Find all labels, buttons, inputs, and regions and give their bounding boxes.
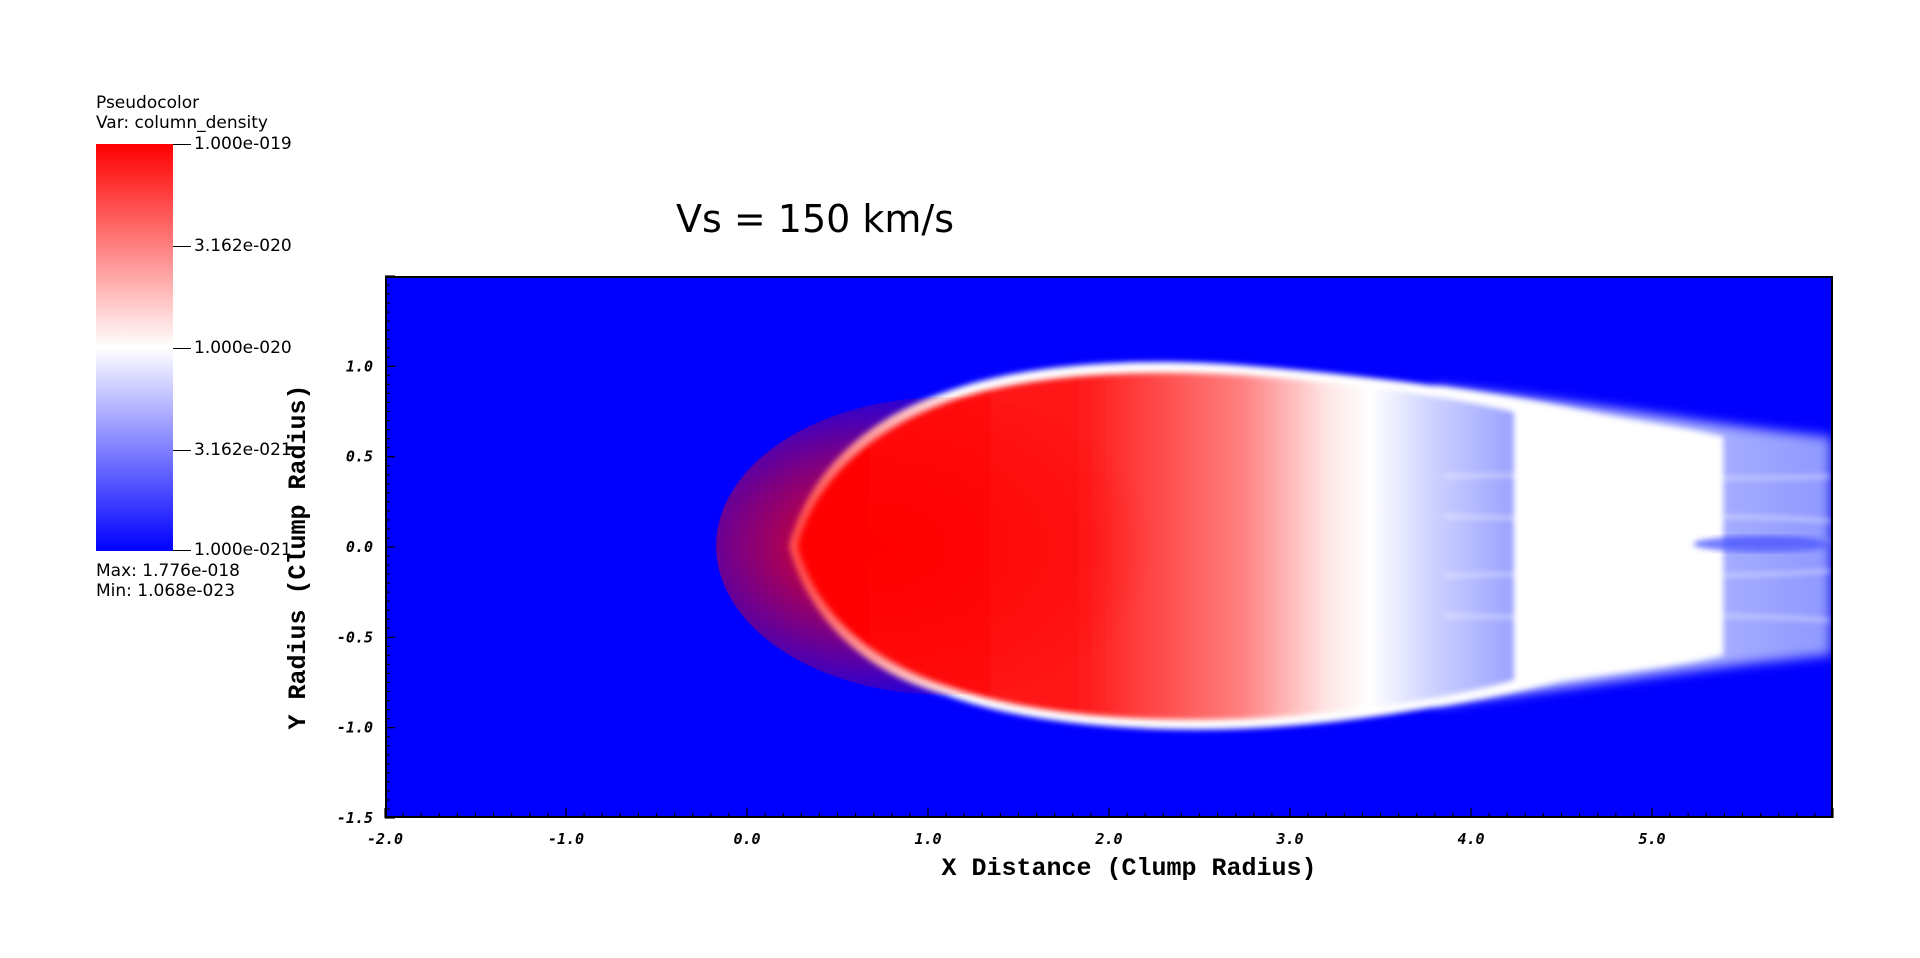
y-tick-label: 0.5 (346, 448, 373, 466)
colorbar-label: 3.162e-020 (194, 236, 292, 256)
legend-variable: Var: column_density (96, 113, 268, 133)
plot-area (385, 276, 1833, 818)
colorbar-label: 1.000e-020 (194, 338, 292, 358)
colorbar (96, 144, 173, 551)
x-tick-label: 5.0 (1638, 830, 1665, 848)
y-tick-label: 1.0 (346, 357, 373, 375)
legend-title: Pseudocolor (96, 93, 200, 113)
y-tick-label: -0.5 (337, 628, 373, 646)
x-axis-title: X Distance (Clump Radius) (941, 854, 1316, 883)
colorbar-label: 1.000e-021 (194, 540, 292, 560)
x-tick-label: 0.0 (733, 830, 760, 848)
y-tick-label: -1.0 (337, 719, 373, 737)
colorbar-tick (173, 246, 191, 247)
max-value: Max: 1.776e-018 (96, 561, 240, 581)
colorbar-tick (173, 348, 191, 349)
x-tick-label: -2.0 (367, 830, 403, 848)
colorbar-tick (173, 450, 191, 451)
colorbar-label: 3.162e-021 (194, 440, 292, 460)
colorbar-tick (173, 144, 191, 145)
x-tick-label: 1.0 (914, 830, 941, 848)
y-tick-label: -1.5 (337, 809, 373, 827)
y-axis-title: Y Radius (Clump Radius) (284, 384, 313, 729)
colorbar-label: 1.000e-019 (194, 134, 292, 154)
x-tick-label: -1.0 (548, 830, 584, 848)
column-density-field (716, 361, 1831, 730)
x-tick-label: 3.0 (1275, 830, 1303, 848)
plot-title: Vs = 150 km/s (676, 197, 955, 241)
colorbar-tick (173, 550, 191, 551)
x-tick-label: 2.0 (1094, 830, 1122, 848)
y-tick-label: 0.0 (346, 538, 373, 556)
x-tick-label: 4.0 (1457, 830, 1484, 848)
min-value: Min: 1.068e-023 (96, 581, 236, 601)
